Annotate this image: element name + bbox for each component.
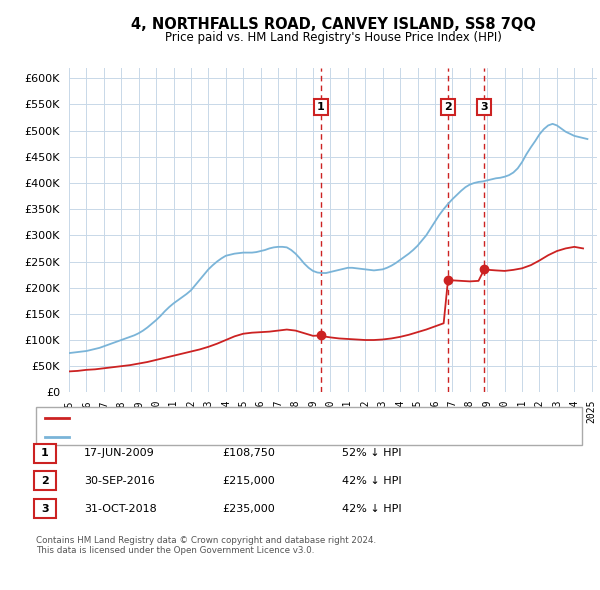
- Text: 52% ↓ HPI: 52% ↓ HPI: [342, 448, 401, 458]
- Text: Price paid vs. HM Land Registry's House Price Index (HPI): Price paid vs. HM Land Registry's House …: [164, 31, 502, 44]
- Text: 2: 2: [444, 102, 452, 112]
- Text: 17-JUN-2009: 17-JUN-2009: [84, 448, 155, 458]
- Text: 3: 3: [41, 504, 49, 513]
- Text: 42% ↓ HPI: 42% ↓ HPI: [342, 476, 401, 486]
- Text: 1: 1: [41, 448, 49, 458]
- Text: 30-SEP-2016: 30-SEP-2016: [84, 476, 155, 486]
- Text: 2: 2: [41, 476, 49, 486]
- Text: 1: 1: [317, 102, 325, 112]
- Text: £108,750: £108,750: [222, 448, 275, 458]
- Text: 4, NORTHFALLS ROAD, CANVEY ISLAND, SS8 7QQ (detached house): 4, NORTHFALLS ROAD, CANVEY ISLAND, SS8 7…: [75, 414, 445, 423]
- Text: 4, NORTHFALLS ROAD, CANVEY ISLAND, SS8 7QQ: 4, NORTHFALLS ROAD, CANVEY ISLAND, SS8 7…: [131, 17, 535, 31]
- Text: HPI: Average price, detached house, Castle Point: HPI: Average price, detached house, Cast…: [75, 432, 342, 441]
- Text: Contains HM Land Registry data © Crown copyright and database right 2024.
This d: Contains HM Land Registry data © Crown c…: [36, 536, 376, 555]
- Text: £215,000: £215,000: [222, 476, 275, 486]
- Text: 31-OCT-2018: 31-OCT-2018: [84, 504, 157, 513]
- Text: 42% ↓ HPI: 42% ↓ HPI: [342, 504, 401, 513]
- Text: £235,000: £235,000: [222, 504, 275, 513]
- Text: 3: 3: [481, 102, 488, 112]
